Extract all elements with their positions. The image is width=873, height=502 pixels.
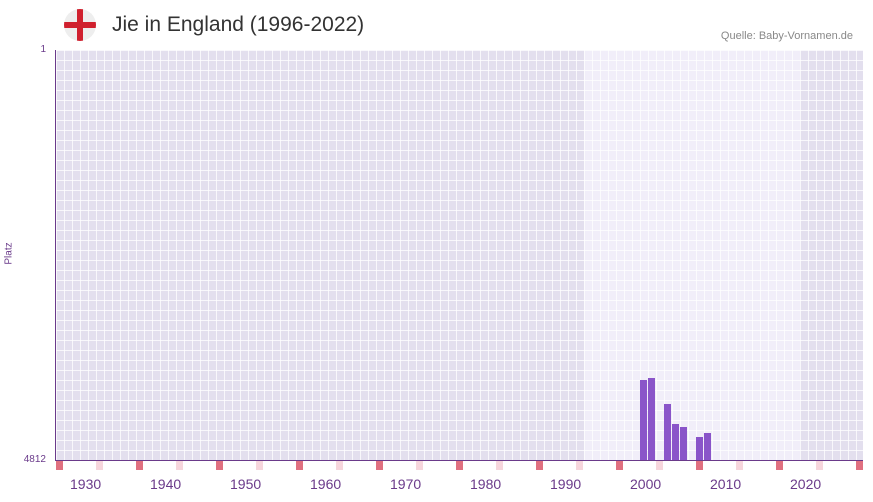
chart-title: Jie in England (1996-2022) (112, 13, 365, 36)
x-tick-2020: 2020 (790, 476, 822, 492)
year-marker (136, 461, 143, 470)
year-marker (656, 461, 663, 470)
bar-2004[interactable] (664, 404, 671, 460)
x-tick-1940: 1940 (150, 476, 182, 492)
year-marker (376, 461, 383, 470)
year-marker (496, 461, 503, 470)
y-tick-bottom: 4812 (23, 454, 46, 465)
year-marker (856, 461, 863, 470)
year-marker (176, 461, 183, 470)
bar-2009[interactable] (704, 433, 711, 460)
year-marker (56, 461, 63, 470)
year-marker (736, 461, 743, 470)
bar-2002[interactable] (648, 378, 655, 460)
year-marker (416, 461, 423, 470)
year-marker (696, 461, 703, 470)
year-marker (336, 461, 343, 470)
year-marker (456, 461, 463, 470)
bar-2008[interactable] (696, 437, 703, 460)
y-axis (55, 50, 56, 461)
x-tick-1990: 1990 (550, 476, 582, 492)
grid (56, 50, 863, 460)
x-tick-1960: 1960 (310, 476, 342, 492)
year-marker (216, 461, 223, 470)
year-marker (576, 461, 583, 470)
bar-2001[interactable] (640, 379, 647, 460)
year-marker (776, 461, 783, 470)
x-tick-1950: 1950 (230, 476, 262, 492)
y-axis-label: Platz (3, 242, 15, 265)
year-marker (616, 461, 623, 470)
year-marker (96, 461, 103, 470)
plot-area (56, 50, 863, 460)
year-marker (816, 461, 823, 470)
x-tick-1930: 1930 (70, 476, 102, 492)
bar-2005[interactable] (672, 424, 679, 460)
x-axis (55, 460, 863, 461)
year-marker (256, 461, 263, 470)
year-marker (296, 461, 303, 470)
year-marker (536, 461, 543, 470)
england-flag-icon (64, 9, 96, 41)
bar-2006[interactable] (680, 427, 687, 460)
x-tick-1970: 1970 (390, 476, 422, 492)
x-tick-2000: 2000 (630, 476, 662, 492)
x-tick-1980: 1980 (470, 476, 502, 492)
x-tick-2010: 2010 (710, 476, 742, 492)
source-link[interactable]: Quelle: Baby-Vornamen.de (720, 30, 853, 42)
y-tick-top: 1 (40, 44, 46, 55)
